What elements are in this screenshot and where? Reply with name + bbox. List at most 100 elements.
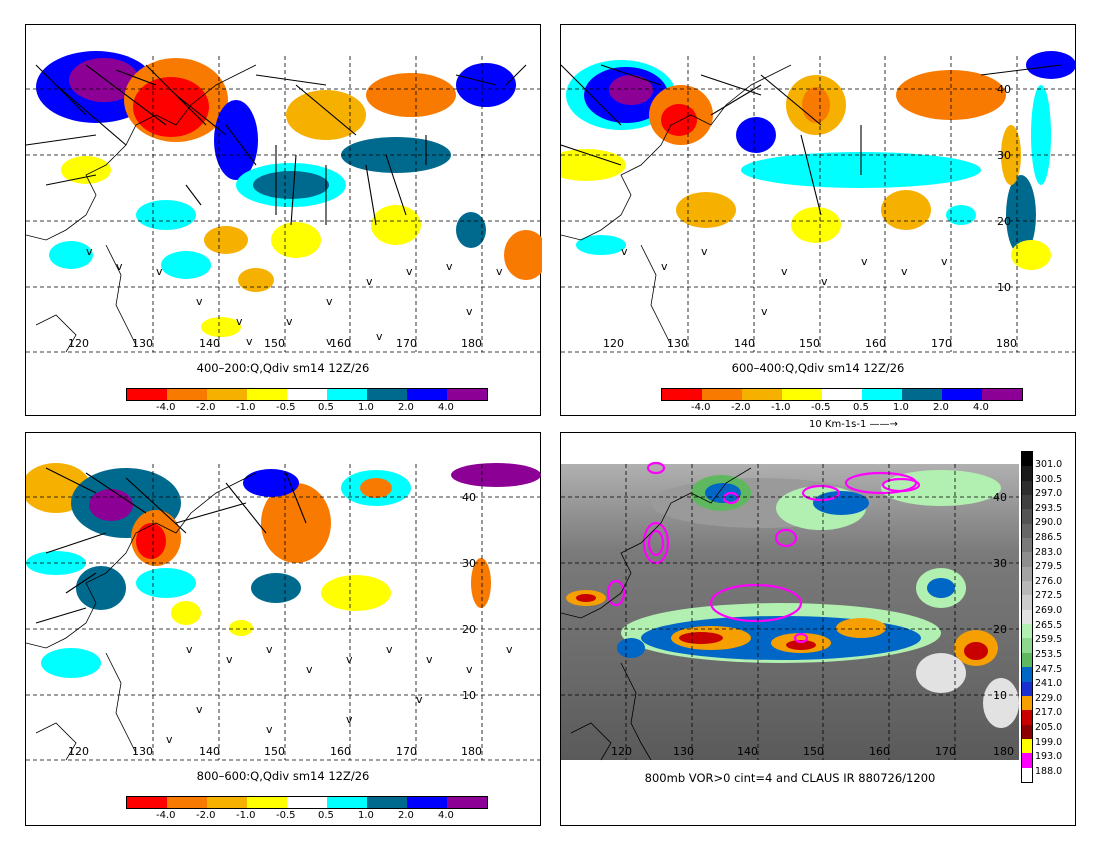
lon-label: 180	[993, 745, 1014, 758]
ir-scale-label: 188.0	[1035, 765, 1063, 777]
vector-reference-label: 10 Km-1s-1	[809, 419, 867, 430]
lon-label: 130	[132, 745, 153, 758]
svg-text:v: v	[166, 733, 173, 746]
svg-text:v: v	[186, 643, 193, 656]
colorbar-label: 4.0	[438, 810, 454, 821]
lon-label: 170	[396, 745, 417, 758]
lon-label: 120	[68, 745, 89, 758]
ir-scale-label: 269.0	[1035, 605, 1063, 617]
svg-text:v: v	[406, 265, 413, 278]
lon-label: 140	[734, 337, 755, 350]
ir-scale-label: 217.0	[1035, 707, 1063, 719]
svg-text:v: v	[661, 260, 668, 273]
colorbar-label: -2.0	[196, 402, 216, 413]
svg-text:v: v	[496, 265, 503, 278]
lat-label: 40	[993, 491, 1007, 504]
map-plot-800-600: v v v v v v v v v v v v v v 40 30 20 10 120 130 1…	[26, 463, 541, 761]
svg-text:v: v	[621, 245, 628, 258]
map-plot-600-400: vvv vvv vvv 40 30 20 10 120 130 140 150 …	[561, 51, 1076, 353]
ir-scale-label: 265.5	[1035, 619, 1063, 631]
panel-caption: 800–600:Q,Qdiv sm14 12Z/26	[196, 769, 370, 783]
colorbar: -4.0 -2.0 -1.0 -0.5 0.5 1.0 2.0 4.0	[661, 388, 1023, 413]
colorbar-label: 1.0	[358, 402, 374, 413]
ir-scale-label: 247.5	[1035, 663, 1063, 675]
lat-label: 10	[997, 281, 1011, 294]
svg-text:v: v	[326, 295, 333, 308]
lon-label: 170	[931, 337, 952, 350]
svg-text:v: v	[901, 265, 908, 278]
colorbar: -4.0 -2.0 -1.0 -0.5 0.5 1.0 2.0 4.0	[126, 388, 488, 413]
ir-scale-label: 259.5	[1035, 634, 1063, 646]
ir-scale-label: 286.5	[1035, 532, 1063, 544]
svg-text:v: v	[196, 295, 203, 308]
svg-text:v: v	[761, 305, 768, 318]
svg-text:v: v	[246, 335, 253, 348]
colorbar-label: -2.0	[731, 402, 751, 413]
ir-scale-label: 283.0	[1035, 546, 1063, 558]
svg-text:v: v	[266, 723, 273, 736]
ir-scale-label: 290.0	[1035, 517, 1063, 529]
colorbar-label: 0.5	[318, 402, 334, 413]
colorbar-swatches	[661, 388, 1023, 401]
lon-label: 180	[996, 337, 1017, 350]
lon-label: 180	[461, 745, 482, 758]
colorbar-label: 4.0	[438, 402, 454, 413]
colorbar-label: -0.5	[811, 402, 831, 413]
lon-label: 170	[935, 745, 956, 758]
ir-scale-label: 293.5	[1035, 502, 1063, 514]
lat-label: 40	[997, 83, 1011, 96]
lat-label: 10	[462, 689, 476, 702]
ir-scale-label: 199.0	[1035, 736, 1063, 748]
ir-scale-label: 297.0	[1035, 488, 1063, 500]
lat-label: 10	[993, 689, 1007, 702]
svg-text:v: v	[781, 265, 788, 278]
svg-text:v: v	[376, 330, 383, 343]
colorbar: -4.0 -2.0 -1.0 -0.5 0.5 1.0 2.0 4.0	[126, 796, 488, 821]
lon-label: 130	[673, 745, 694, 758]
colorbar-label: -4.0	[156, 402, 176, 413]
lat-label: 30	[462, 557, 476, 570]
svg-text:v: v	[86, 245, 93, 258]
panel-caption: 400–200:Q,Qdiv sm14 12Z/26	[196, 361, 370, 375]
arrow-right-icon: ——→	[869, 419, 898, 430]
svg-text:v: v	[446, 260, 453, 273]
lat-label: 20	[993, 623, 1007, 636]
svg-text:v: v	[266, 643, 273, 656]
lon-label: 160	[330, 745, 351, 758]
map-plot-400-200: vv v vv v vvv v vv vvv 120 130 140 150 160 …	[26, 51, 542, 353]
colorbar-label: -4.0	[156, 810, 176, 821]
lon-label: 120	[611, 745, 632, 758]
lon-label: 130	[132, 337, 153, 350]
svg-text:v: v	[701, 245, 708, 258]
lon-label: 130	[667, 337, 688, 350]
ir-scale-label: 301.0	[1035, 459, 1063, 470]
colorbar-label: -1.0	[236, 810, 256, 821]
map-panel-ir-vorticity: 40 30 20 10 120 130 140 150 160 170 180 …	[560, 432, 1076, 826]
ir-map-plot: 40 30 20 10 120 130 140 150 160 170 180	[561, 461, 1019, 761]
colorbar-label: 1.0	[893, 402, 909, 413]
svg-text:v: v	[116, 260, 123, 273]
lon-label: 120	[603, 337, 624, 350]
lat-label: 30	[993, 557, 1007, 570]
lon-label: 140	[737, 745, 758, 758]
lat-label: 20	[462, 623, 476, 636]
ir-colorscale: 301.0 300.5 297.0 293.5 290.0 286.5 283.…	[1021, 451, 1073, 783]
lat-label: 20	[997, 215, 1011, 228]
svg-text:v: v	[941, 255, 948, 268]
lon-label: 180	[461, 337, 482, 350]
lon-label: 140	[199, 745, 220, 758]
colorbar-label: 4.0	[973, 402, 989, 413]
lon-label: 140	[199, 337, 220, 350]
colorbar-swatches	[126, 796, 488, 809]
lon-label: 150	[803, 745, 824, 758]
svg-text:v: v	[236, 315, 243, 328]
svg-text:v: v	[426, 653, 433, 666]
ir-scale-label: 279.5	[1035, 561, 1063, 573]
colorbar-label: -4.0	[691, 402, 711, 413]
svg-text:v: v	[326, 335, 333, 348]
lon-label: 150	[264, 337, 285, 350]
svg-text:v: v	[466, 663, 473, 676]
svg-text:v: v	[466, 305, 473, 318]
colorbar-label: -1.0	[236, 402, 256, 413]
